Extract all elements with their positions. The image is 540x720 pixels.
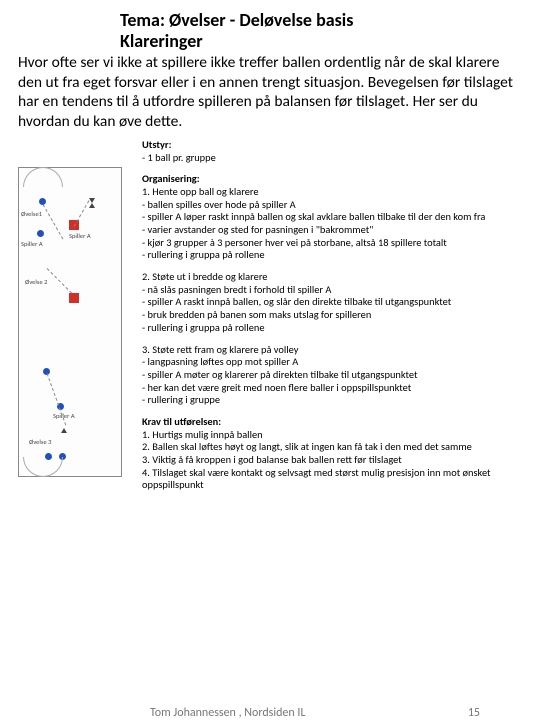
text-column: Utstyr:- 1 ball pr. gruppe Organisering:… [128,139,526,501]
footer-author: Tom Johannessen , Nordsiden IL [150,706,305,720]
exercise-diagram: Øvelse1 Spiller A Spiller A Øvelse 2 Spi… [18,167,122,477]
intro-paragraph: Hvor ofte ser vi ikke at spillere ikke t… [0,51,540,137]
diagram-label-ov1: Øvelse1 [21,210,42,218]
content-row: Øvelse1 Spiller A Spiller A Øvelse 2 Spi… [0,137,540,501]
diagram-column: Øvelse1 Spiller A Spiller A Øvelse 2 Spi… [18,139,128,501]
section-organisering: Organisering:1. Hente opp ball og klarer… [142,173,526,262]
title-line2: Klareringer [120,31,540,52]
title-line1: Tema: Øvelser - Deløvelse basis [120,10,540,31]
diagram-label-spA: Spiller A [21,240,43,248]
section-utstyr: Utstyr:- 1 ball pr. gruppe [142,139,526,164]
diagram-label-ov3: Øvelse 3 [29,438,51,446]
footer-page-number: 15 [468,706,480,720]
diagram-label-spA2: Spiller A [69,232,91,240]
section-krav: Krav til utførelsen:1. Hurtigs mulig inn… [142,416,526,492]
section-p2: 2. Støte ut i bredde og klarere - nå slå… [142,271,526,334]
section-p3: 3. Støte rett fram og klarere på volley … [142,344,526,407]
diagram-label-ov2: Øvelse 2 [25,278,47,286]
